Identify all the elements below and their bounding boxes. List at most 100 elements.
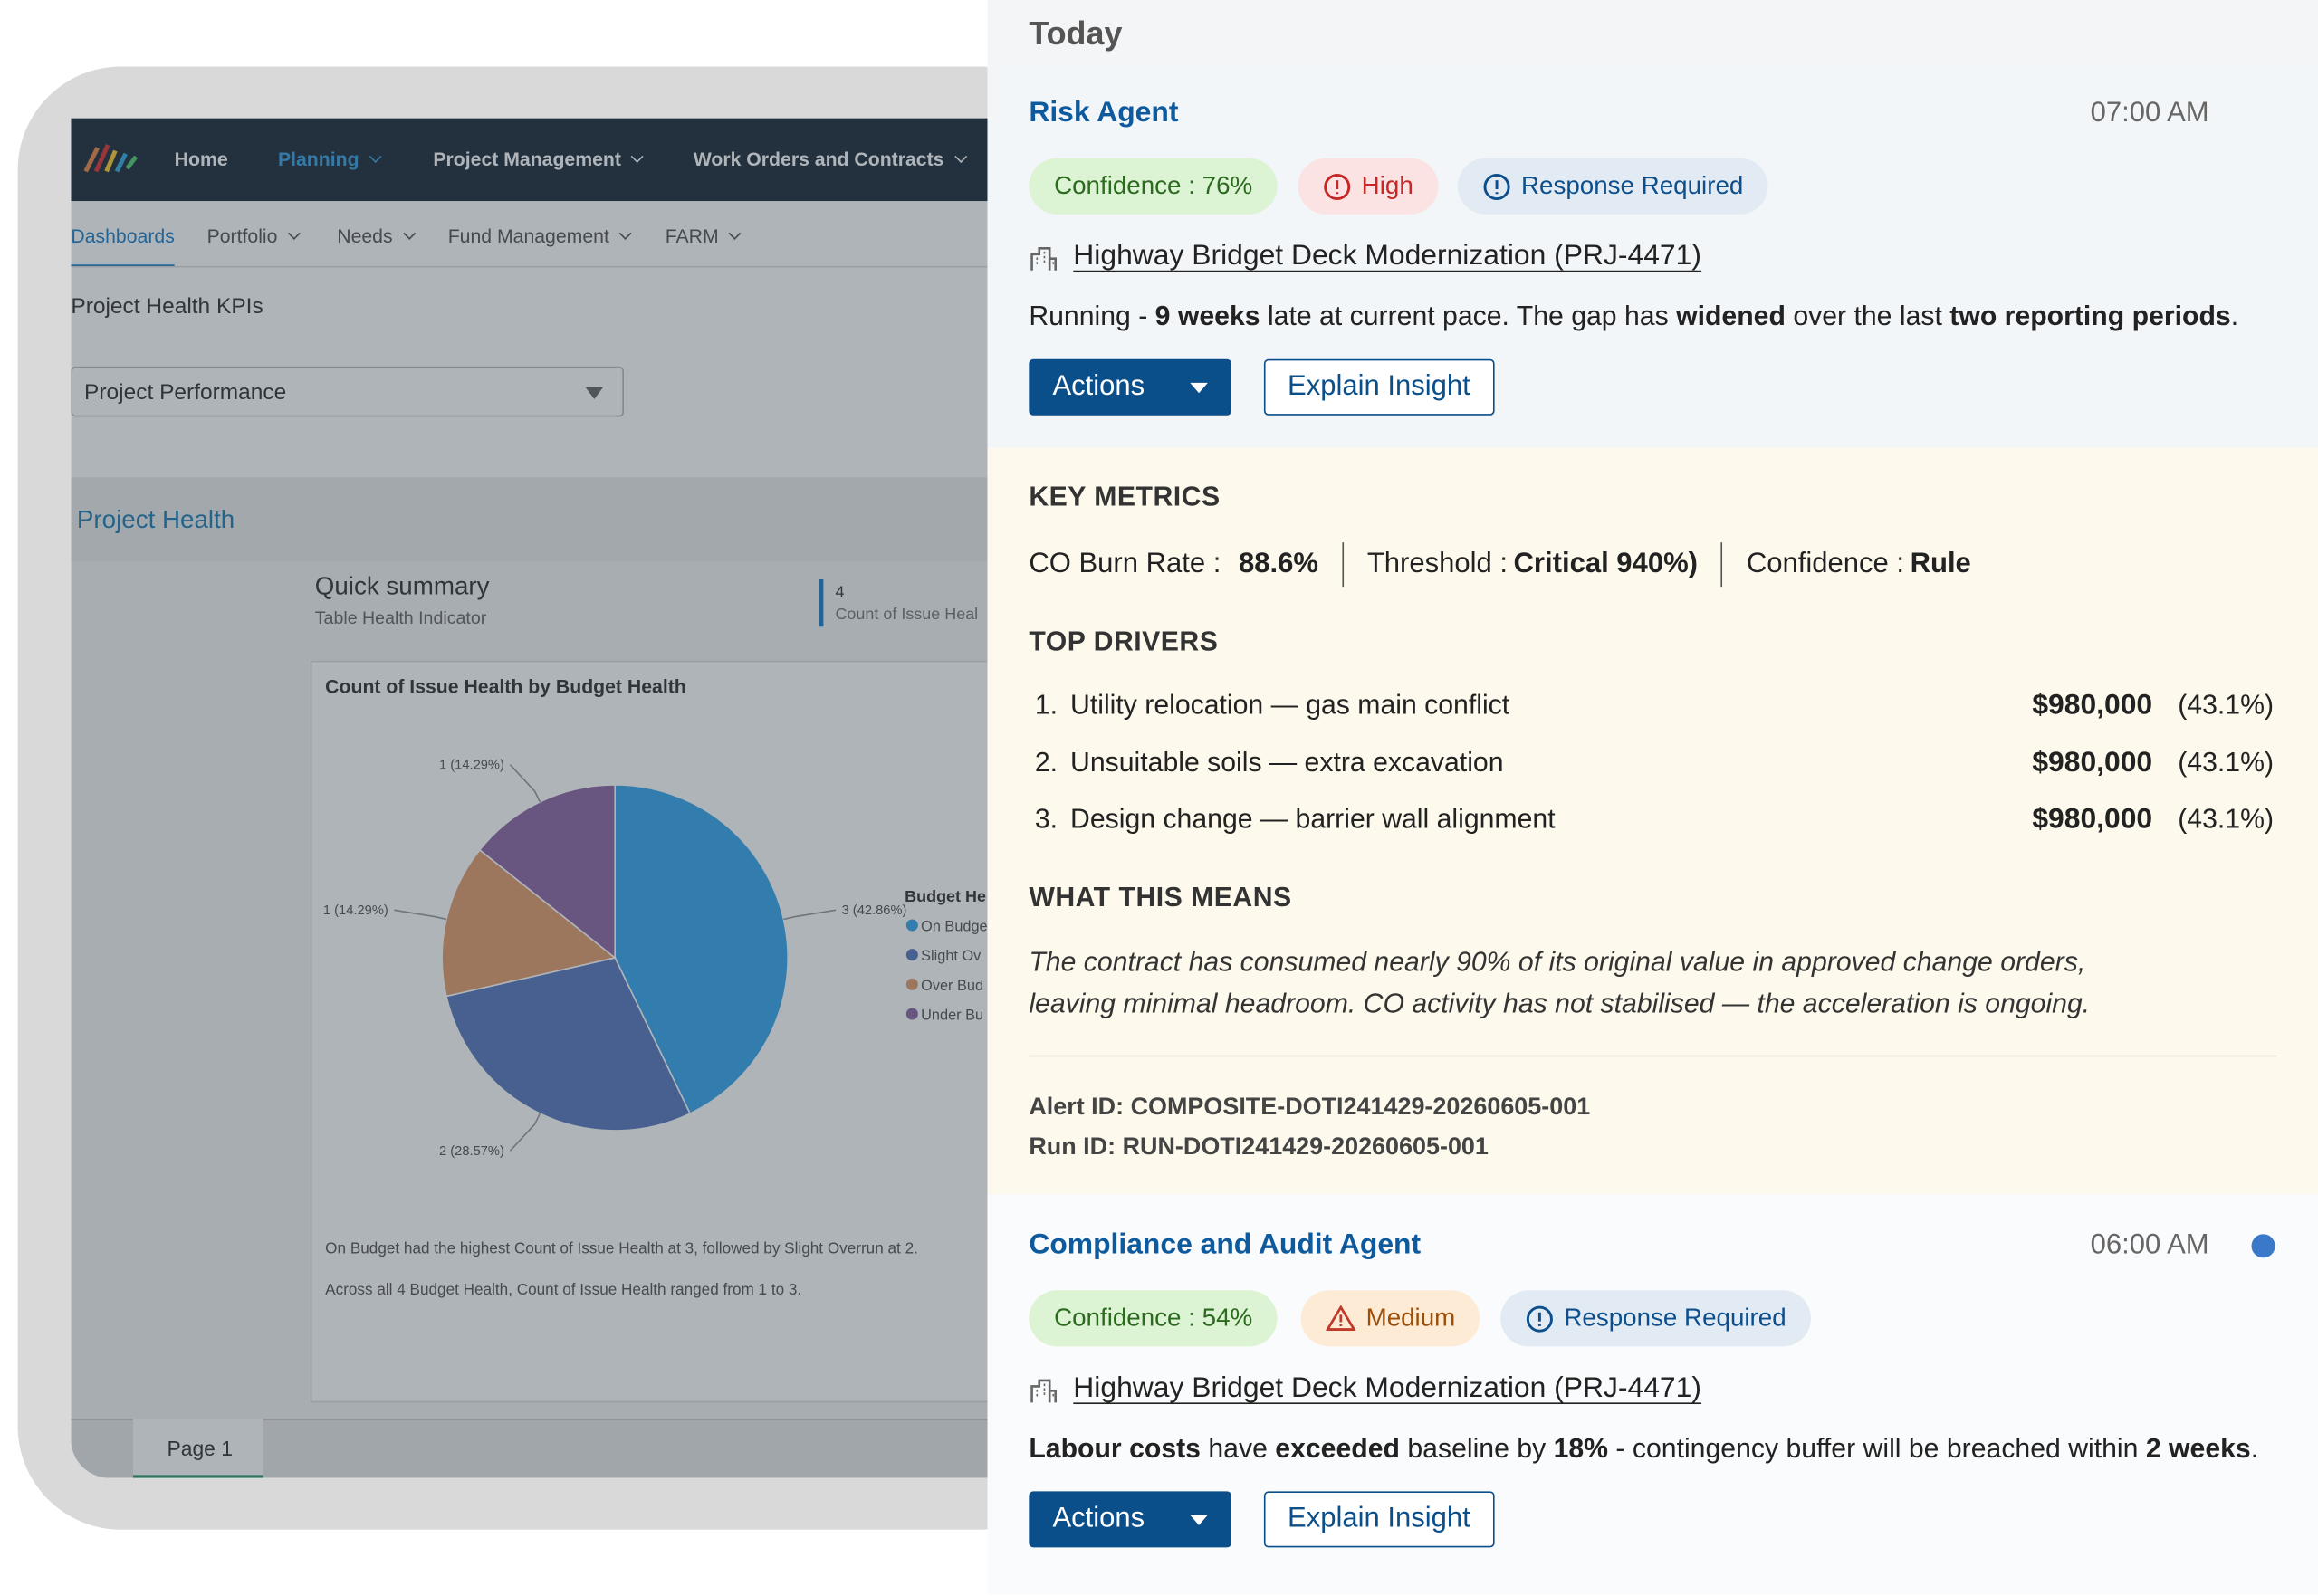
feed-heading: Today bbox=[1029, 14, 1123, 53]
data-label: 1 (14.29%) bbox=[323, 903, 388, 918]
badge-text: Confidence : 54% bbox=[1054, 1303, 1253, 1333]
pie-chart: 3 (42.86%) On Budge 2 (28.57%) Slight Ov 1 (… bbox=[323, 759, 988, 1160]
project-link[interactable]: Highway Bridget Deck Modernization (PRJ-… bbox=[1073, 239, 1701, 272]
explain-button[interactable]: Explain Insight bbox=[1263, 1491, 1494, 1548]
text-run: 18% bbox=[1553, 1432, 1609, 1464]
kpi-value: 4 bbox=[835, 583, 845, 602]
section-title: Project Health bbox=[76, 505, 235, 534]
text-run: over the last bbox=[1785, 300, 1950, 331]
driver-row: Design change — barrier wall alignment $9… bbox=[1035, 803, 2276, 847]
sub-nav-item[interactable]: Needs bbox=[337, 225, 413, 246]
icon bbox=[1324, 173, 1351, 200]
page-title: Project Health KPIs bbox=[71, 293, 263, 320]
leader-line bbox=[783, 909, 837, 921]
badge-text: High bbox=[1361, 171, 1413, 200]
alert-id: Alert ID: COMPOSITE-DOTI241429-20260605-… bbox=[1029, 1094, 1591, 1121]
sub-nav-item[interactable]: Dashboards bbox=[71, 225, 175, 268]
metric-divider bbox=[1721, 542, 1723, 588]
alert-feed: Today Risk Agent 07:00 AM Confidence : 7… bbox=[987, 0, 2318, 1595]
section-band bbox=[71, 477, 988, 562]
nav-item[interactable]: Project Management bbox=[433, 148, 641, 169]
legend-label: Slight Ov bbox=[921, 948, 982, 964]
text-run: 2 weeks bbox=[2145, 1432, 2251, 1464]
summary-subtitle: Table Health Indicator bbox=[314, 607, 487, 628]
text-run: exceeded bbox=[1275, 1432, 1400, 1464]
driver-share: (43.1%) bbox=[2178, 688, 2275, 721]
driver-amount: $980,000 bbox=[2032, 745, 2153, 779]
dropdown-value: Project Performance bbox=[84, 379, 287, 406]
building-icon bbox=[1030, 246, 1058, 271]
nav-item[interactable]: Home bbox=[174, 148, 228, 170]
text-run: have bbox=[1200, 1432, 1276, 1464]
driver-label: Utility relocation — gas main conflict bbox=[1070, 688, 1510, 721]
metric-divider bbox=[1342, 542, 1344, 588]
driver-amount: $980,000 bbox=[2032, 802, 2153, 836]
alert-card: Compliance and Audit Agent 06:00 AM Conf… bbox=[987, 1194, 2318, 1595]
divider bbox=[71, 265, 988, 268]
alert-title[interactable]: Risk Agent bbox=[1029, 96, 1179, 129]
text-run: widened bbox=[1676, 300, 1786, 331]
nav-item[interactable]: Work Orders and Contracts bbox=[694, 148, 965, 169]
data-label: 1 (14.29%) bbox=[439, 759, 504, 773]
meaning-line: leaving minimal headroom. CO activity ha… bbox=[1029, 987, 2091, 1018]
text-run: late at current pace. The gap has bbox=[1260, 300, 1677, 331]
metrics-row: CO Burn Rate : 88.6% Threshold : Critical 9… bbox=[1029, 542, 1971, 588]
badge-text: Response Required bbox=[1564, 1303, 1786, 1333]
page-tab-label[interactable]: Page 1 bbox=[167, 1436, 233, 1461]
legend-label: On Budge bbox=[921, 919, 987, 935]
icon-wrap bbox=[1029, 245, 1058, 280]
alert-time: 06:00 AM bbox=[2090, 1229, 2209, 1261]
section-heading: TOP DRIVERS bbox=[1029, 625, 1219, 656]
explain-button[interactable]: Explain Insight bbox=[1263, 358, 1494, 416]
page-tab[interactable] bbox=[132, 1419, 263, 1478]
icon bbox=[1526, 1305, 1553, 1332]
chart-title: Count of Issue Health by Budget Health bbox=[325, 675, 686, 698]
top-nav: Home Planning Project Management Work Or… bbox=[71, 118, 988, 202]
badge-text: Confidence : 76% bbox=[1054, 171, 1253, 200]
pie-slice bbox=[445, 957, 692, 1132]
leader-line bbox=[394, 909, 447, 921]
unread-dot bbox=[2251, 1234, 2275, 1258]
text-run: - contingency buffer will be breached wi… bbox=[1608, 1432, 2146, 1464]
project-link[interactable]: Highway Bridget Deck Modernization (PRJ-… bbox=[1073, 1371, 1701, 1405]
alert-title[interactable]: Compliance and Audit Agent bbox=[1029, 1228, 1422, 1261]
sub-nav-item[interactable]: Portfolio bbox=[207, 225, 299, 246]
legend-title: Budget He bbox=[905, 888, 986, 906]
driver-number bbox=[1035, 689, 1065, 722]
summary-title: Quick summary bbox=[314, 571, 490, 600]
logo bbox=[83, 144, 139, 173]
driver-share: (43.1%) bbox=[2178, 802, 2275, 834]
leader-line bbox=[509, 764, 541, 803]
sub-nav-item[interactable]: Fund Management bbox=[448, 225, 630, 246]
sub-nav-item[interactable]: FARM bbox=[666, 225, 740, 246]
badge-text: Medium bbox=[1365, 1303, 1456, 1333]
response-badge: Response Required bbox=[1500, 1290, 1812, 1347]
driver-label: Unsuitable soils — extra excavation bbox=[1070, 745, 1504, 777]
actions-button[interactable]: Actions bbox=[1029, 1491, 1231, 1548]
dropdown-arrow bbox=[585, 387, 604, 399]
icon bbox=[1483, 173, 1510, 200]
severity-badge: High bbox=[1298, 158, 1439, 215]
run-id: Run ID: RUN-DOTI241429-20260605-001 bbox=[1029, 1133, 1489, 1161]
dropdown[interactable]: Project Performance bbox=[71, 366, 624, 417]
section-heading: KEY METRICS bbox=[1029, 480, 1221, 511]
kpi-bar bbox=[819, 578, 824, 627]
actions-button[interactable]: Actions bbox=[1029, 358, 1231, 416]
pie-slice bbox=[441, 848, 618, 998]
metric-value: Rule bbox=[1910, 548, 1971, 579]
driver-row: Utility relocation — gas main conflict $9… bbox=[1035, 689, 2276, 733]
severity-badge: Medium bbox=[1300, 1290, 1481, 1347]
icon-wrap bbox=[1029, 1378, 1058, 1412]
pie-slice bbox=[478, 784, 616, 960]
kpi-label: Count of Issue Heal bbox=[835, 606, 979, 624]
button-label: Explain Insight bbox=[1288, 1503, 1470, 1534]
metric-value: 88.6% bbox=[1238, 548, 1318, 579]
nav-item[interactable]: Planning bbox=[278, 148, 379, 169]
alert-time: 07:00 AM bbox=[2090, 97, 2209, 129]
meaning-line: The contract has consumed nearly 90% of … bbox=[1029, 945, 2086, 978]
dim-overlay bbox=[71, 118, 988, 1478]
chart-note: Across all 4 Budget Health, Count of Iss… bbox=[325, 1281, 802, 1300]
section-heading: WHAT THIS MEANS bbox=[1029, 881, 1292, 913]
icon bbox=[1326, 1305, 1356, 1331]
